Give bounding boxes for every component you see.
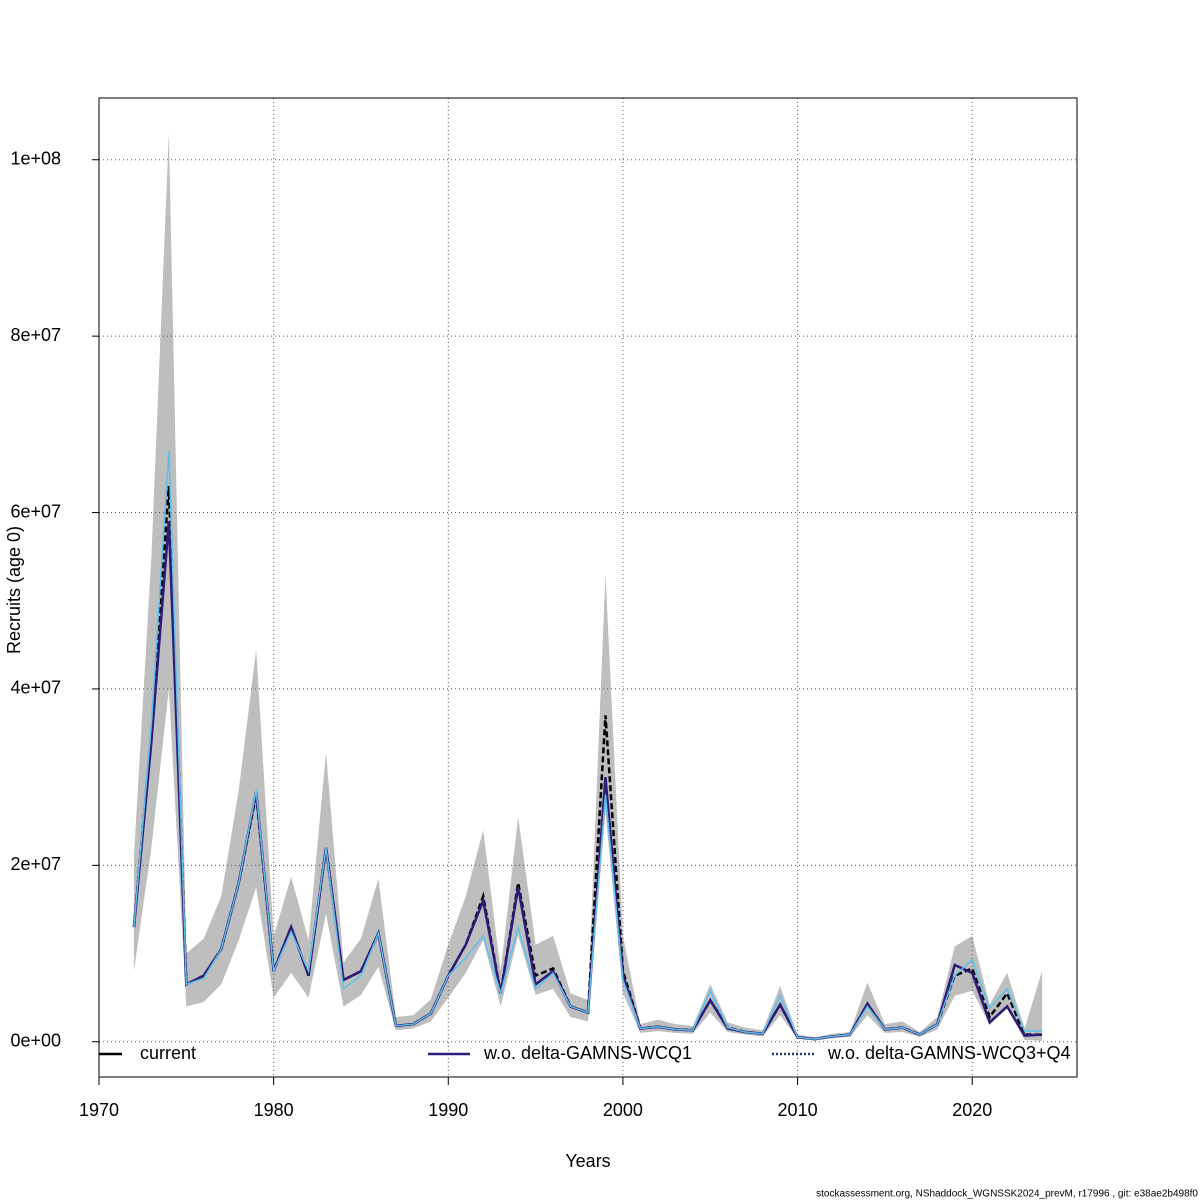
x-tick-label: 1980 <box>254 1100 294 1120</box>
y-tick-label: 0e+00 <box>10 1030 61 1050</box>
y-tick-label: 1e+08 <box>10 148 61 168</box>
y-tick-label: 8e+07 <box>10 325 61 345</box>
legend-label: w.o. delta-GAMNS-WCQ1 <box>483 1043 692 1063</box>
footer: stockassessment.org, NShaddock_WGNSSK202… <box>816 1189 1198 1200</box>
plot-frame <box>98 97 1078 1078</box>
plot-area <box>99 98 1077 1077</box>
y-tick-label: 4e+07 <box>10 678 61 698</box>
y-tick-label: 6e+07 <box>10 501 61 521</box>
x-tick-label: 1970 <box>79 1100 119 1120</box>
x-axis-label: Years <box>565 1151 610 1171</box>
legend: current w.o. delta-GAMNS-WCQ1 w.o. delta-G… <box>99 1043 1071 1063</box>
legend-label: w.o. delta-GAMNS-WCQ3+Q4 <box>827 1043 1071 1063</box>
y-axis-label: Recruits (age 0) <box>4 526 24 654</box>
x-tick-label: 2020 <box>952 1100 992 1120</box>
x-tick-label: 2010 <box>778 1100 818 1120</box>
confidence-band <box>133 133 1043 1041</box>
y-tick-label: 2e+07 <box>10 854 61 874</box>
x-tick-label: 1990 <box>428 1100 468 1120</box>
x-tick-label: 2000 <box>603 1100 643 1120</box>
series-line <box>133 450 1043 1040</box>
legend-label: current <box>140 1043 196 1063</box>
